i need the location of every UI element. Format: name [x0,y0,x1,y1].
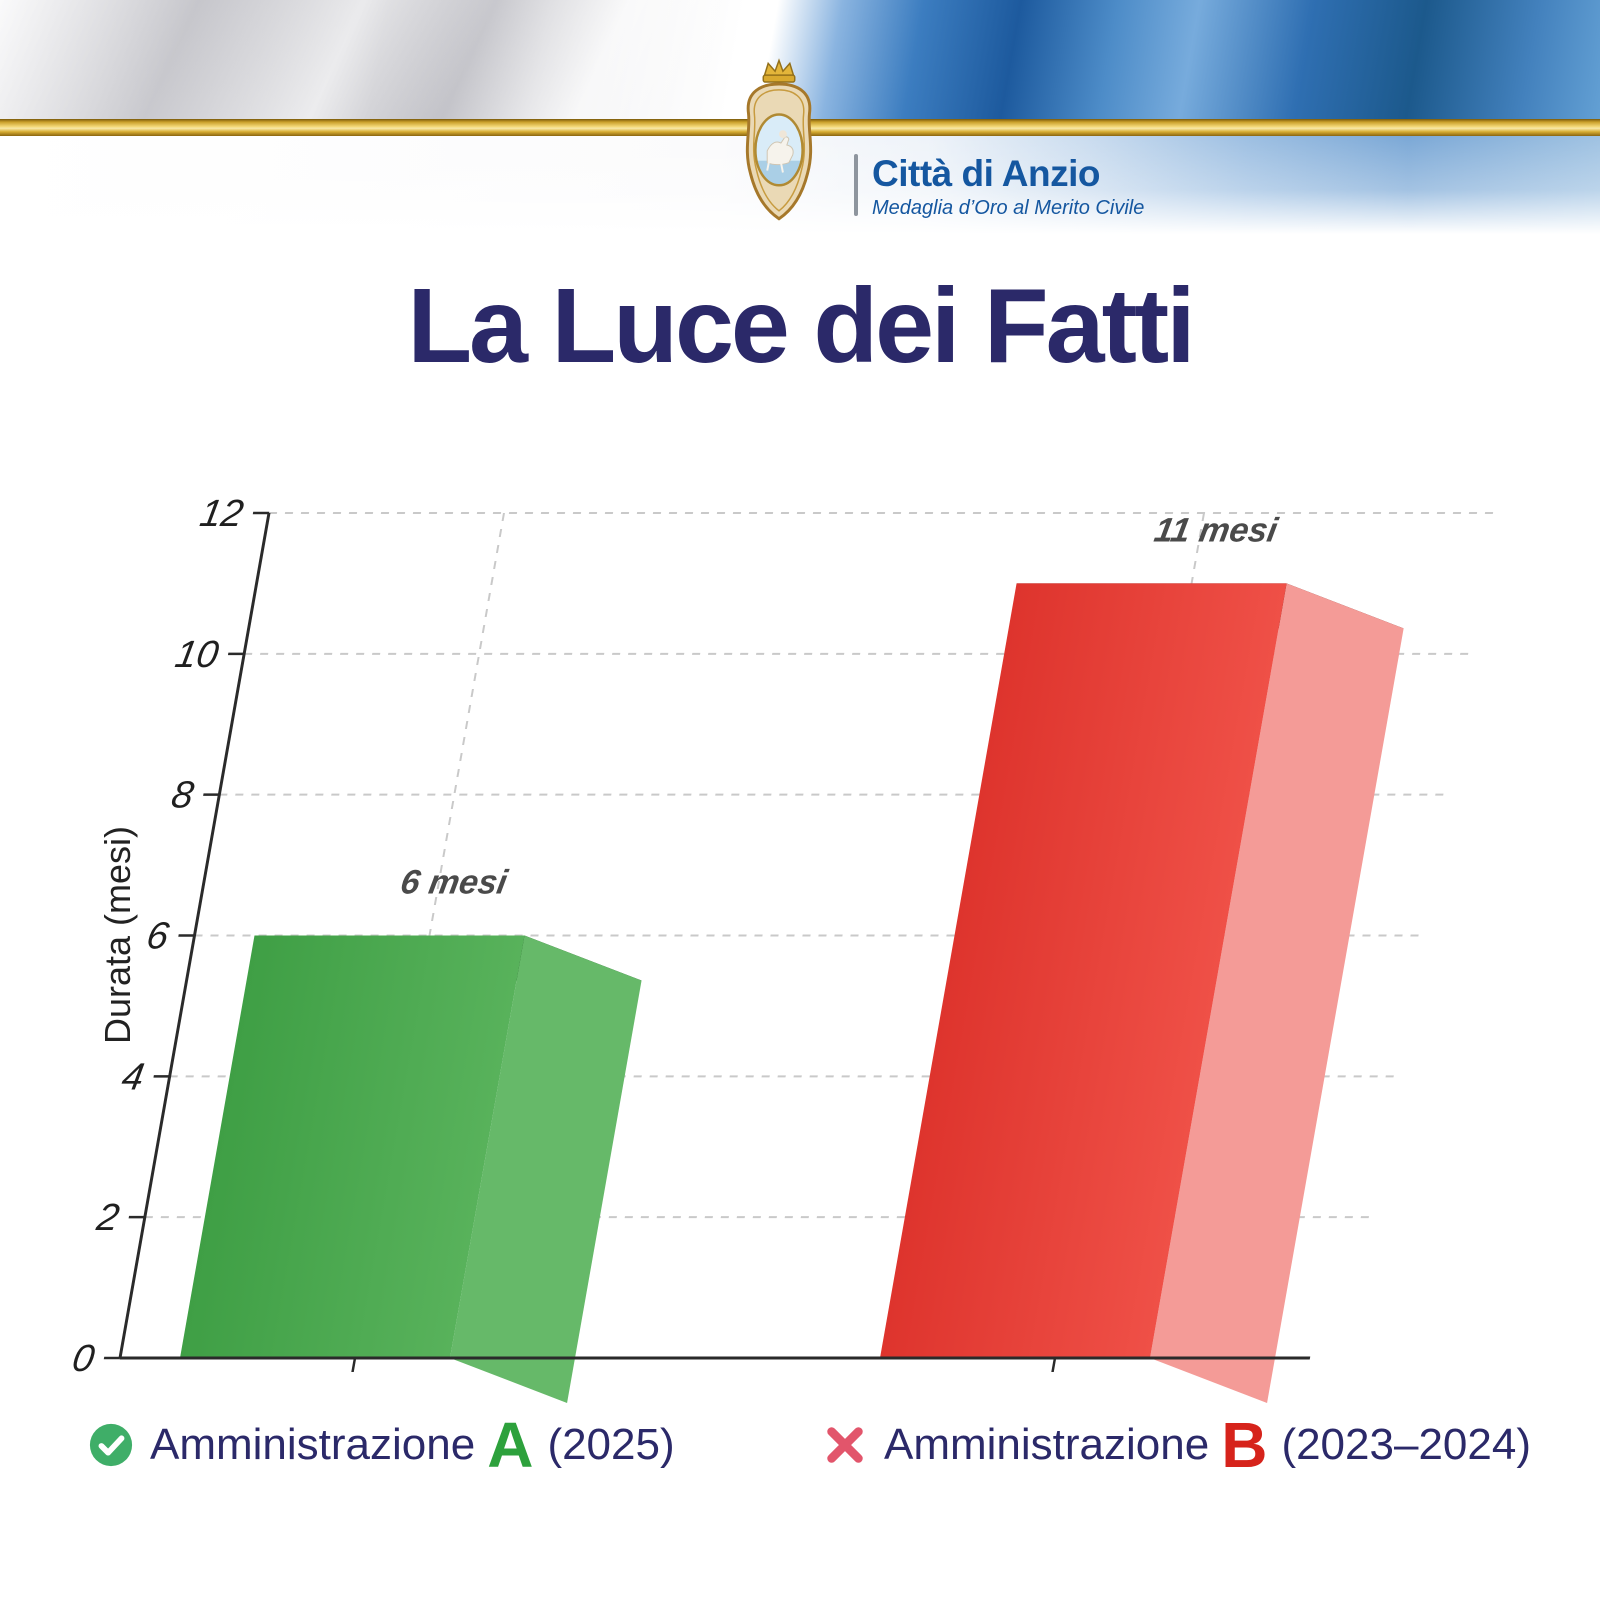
y-tick-label: 0 [69,1337,98,1380]
brand-text: Città di Anzio Medaglia d’Oro al Merito … [872,153,1145,220]
bar-1-front-face [879,583,1287,1358]
legend-item-a: Amministrazione A (2025) [88,1408,675,1482]
legend-a-letter: A [487,1409,534,1481]
y-tick-label: 10 [172,633,222,676]
x-tick [351,1358,357,1372]
legend-a-label: Amministrazione [150,1420,476,1469]
anzio-coat-of-arms-icon [745,58,813,221]
bar-0-side-face [449,935,642,1403]
legend-b-label: Amministrazione [884,1420,1210,1469]
legend-b-letter: B [1221,1409,1268,1481]
brand-divider [854,154,858,216]
x-tick [1051,1358,1057,1372]
chart-skew-group: 0 2 4 6 8 10 12 6 mesi 11 mesi [69,492,1495,1403]
header-banner: Città di Anzio Medaglia d’Oro al Merito … [0,0,1600,240]
page-title: La Luce dei Fatti [407,267,1195,385]
city-name: Città di Anzio [872,153,1101,195]
x-mark-icon [827,1427,863,1463]
legend-a-years: (2025) [547,1420,675,1469]
crown-icon [763,58,795,77]
legend-b-years: (2023–2024) [1281,1420,1531,1469]
y-tick-label: 6 [143,915,172,958]
city-motto: Medaglia d’Oro al Merito Civile [872,197,1145,219]
bar-1-side-face [1149,583,1404,1403]
bar-0-front-face [179,935,525,1358]
y-tick-label: 12 [197,492,247,535]
city-brand: Città di Anzio Medaglia d’Oro al Merito … [720,56,1144,230]
check-circle-icon [89,1423,133,1467]
bar-1-value-label: 11 mesi [1151,512,1281,550]
y-axis-title: Durata (mesi) [97,826,138,1044]
y-tick-label: 2 [93,1196,123,1239]
legend-item-b: Amministrazione B (2023–2024) [822,1408,1531,1482]
y-tick-label: 4 [119,1056,148,1099]
bar-0-value-label: 6 mesi [398,864,512,902]
y-tick-label: 8 [168,774,197,817]
